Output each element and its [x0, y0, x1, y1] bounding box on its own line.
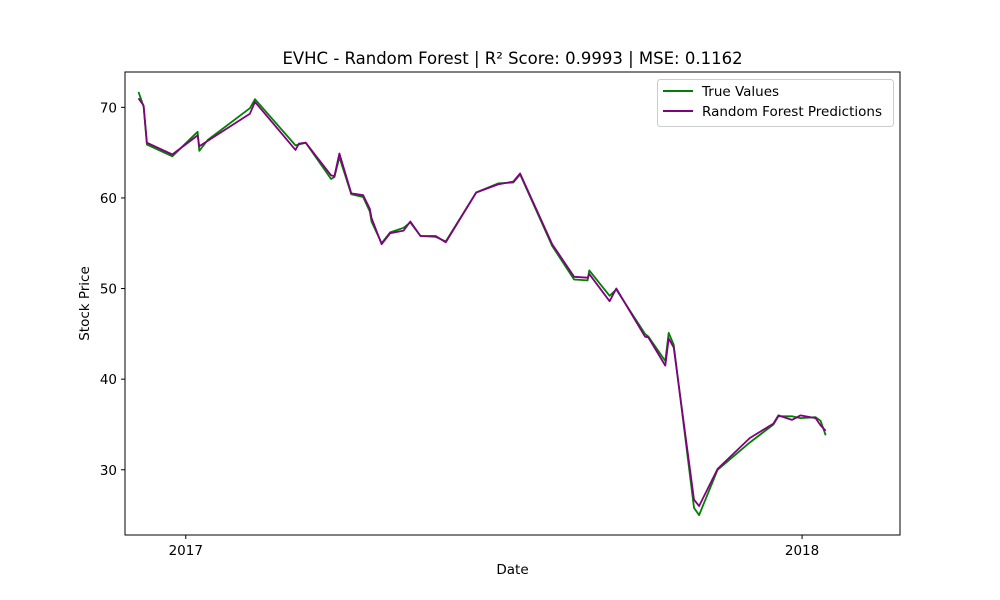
x-tick-label: 2017 [169, 543, 203, 559]
y-axis-label: Stock Price [77, 266, 93, 341]
y-tick-label: 30 [100, 463, 117, 479]
y-tick-label: 70 [100, 100, 117, 116]
series-line-random-forest-predictions [137, 97, 827, 507]
series-layer [137, 91, 827, 516]
legend: True Values Random Forest Predictions [657, 79, 894, 127]
x-axis-label: Date [496, 562, 528, 578]
axes-frame [124, 71, 901, 536]
y-tick-label: 50 [100, 282, 117, 298]
x-axis: 2017 2018 [169, 535, 819, 559]
legend-label-true-values: True Values [701, 84, 779, 100]
legend-label-random-forest-predictions: Random Forest Predictions [702, 104, 882, 120]
y-tick-label: 60 [100, 191, 117, 207]
chart-title: EVHC - Random Forest | R² Score: 0.9993 … [282, 49, 742, 68]
y-axis: 30 40 50 60 70 [100, 100, 125, 479]
legend-box [657, 79, 894, 127]
y-tick-label: 40 [100, 372, 117, 388]
x-tick-label: 2018 [785, 543, 819, 559]
plot-area [125, 72, 900, 535]
